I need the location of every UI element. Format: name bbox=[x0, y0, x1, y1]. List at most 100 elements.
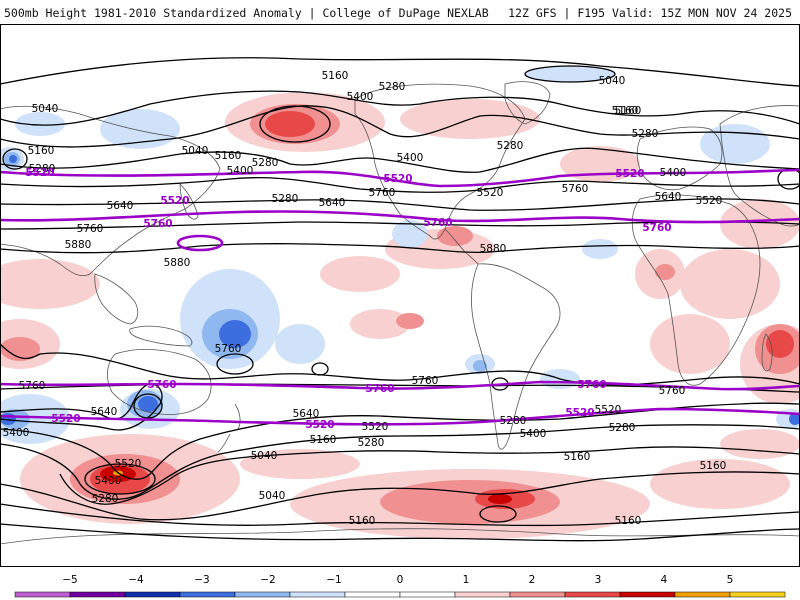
positive-anomaly-area bbox=[0, 337, 40, 361]
contour-label: 5400 bbox=[3, 427, 30, 439]
contour-line bbox=[0, 503, 800, 527]
contour-label: 5880 bbox=[480, 243, 507, 255]
positive-anomaly-area bbox=[650, 459, 790, 509]
purple-contour-label: 5520 bbox=[25, 167, 54, 179]
contour-label: 5280 bbox=[272, 193, 299, 205]
colorbar-swatch bbox=[234, 591, 291, 598]
japan-outline bbox=[179, 183, 199, 220]
negative-anomaly-area bbox=[392, 220, 428, 248]
colorbar-swatch bbox=[14, 591, 71, 598]
contour-label: 5160 bbox=[615, 515, 642, 527]
negative-anomaly-area bbox=[100, 109, 180, 149]
purple-contour-label: 5760 bbox=[423, 217, 452, 229]
closed-contour bbox=[2, 148, 28, 170]
purple-contour-label: 5520 bbox=[565, 407, 594, 419]
contour-label: 5040 bbox=[182, 145, 209, 157]
purple-contour-label: 5760 bbox=[143, 218, 172, 230]
negative-anomaly-area bbox=[473, 360, 487, 372]
colorbar-tick-labels: −5 −4 −3 −2 −1 0 1 2 3 4 5 bbox=[62, 574, 733, 586]
colorbar-swatch bbox=[399, 591, 456, 598]
contour-label: 5160 bbox=[215, 150, 242, 162]
closed-contour bbox=[133, 393, 163, 419]
positive-anomaly-area bbox=[720, 199, 800, 249]
colorbar-swatch bbox=[69, 591, 126, 598]
contour-label: 5640 bbox=[91, 406, 118, 418]
colorbar-tick-label: −3 bbox=[194, 574, 209, 586]
contour-label: 5160 bbox=[612, 105, 639, 117]
antarctica-outline bbox=[0, 528, 800, 567]
contour-label: 5280 bbox=[358, 437, 385, 449]
colorbar-tick-label: 0 bbox=[397, 574, 404, 586]
contour-label: 5640 bbox=[319, 197, 346, 209]
contour-label: 5400 bbox=[660, 167, 687, 179]
contour-label: 5280 bbox=[92, 493, 119, 505]
contour-line bbox=[0, 147, 800, 173]
colorbar: −5 −4 −3 −2 −1 0 1 2 3 4 5 bbox=[14, 574, 786, 598]
purple-contour-5760-south bbox=[0, 380, 800, 391]
contour-label: 5040 bbox=[32, 103, 59, 115]
purple-contour-label: 5520 bbox=[305, 419, 334, 431]
purple-contour-5520-north bbox=[0, 168, 800, 188]
contour-label: 5400 bbox=[347, 91, 374, 103]
contour-label: 5760 bbox=[77, 223, 104, 235]
contour-label: 5760 bbox=[19, 380, 46, 392]
contour-label: 5520 bbox=[477, 187, 504, 199]
negative-anomaly-area bbox=[700, 124, 770, 164]
contour-label: 5640 bbox=[293, 408, 320, 420]
africa-outline bbox=[631, 194, 761, 386]
closed-contour bbox=[216, 353, 254, 375]
colorbar-tick-label: −4 bbox=[128, 574, 144, 586]
colorbar-tick-label: 1 bbox=[463, 574, 470, 586]
colorbar-swatch bbox=[509, 591, 566, 598]
contour-line bbox=[59, 446, 800, 505]
contour-label: 5520 bbox=[696, 195, 723, 207]
contour-line bbox=[0, 105, 800, 148]
contour-label: 5520 bbox=[595, 404, 622, 416]
contour-label: 5400 bbox=[520, 428, 547, 440]
purple-contour-label: 5520 bbox=[160, 195, 189, 207]
contour-label: 5040 bbox=[251, 450, 278, 462]
contour-line bbox=[0, 90, 800, 126]
colorbar-tick-label: −1 bbox=[326, 574, 341, 586]
asia-west-outline bbox=[0, 105, 221, 277]
purple-contour-label: 5760 bbox=[365, 383, 394, 395]
purple-contour-label: 5520 bbox=[51, 413, 80, 425]
contour-labels: 5160 5280 5400 5040 5160 5040 5160 5280 … bbox=[3, 70, 727, 527]
positive-anomaly-area bbox=[396, 313, 424, 329]
australia-outline bbox=[107, 349, 212, 415]
contour-label: 5880 bbox=[65, 239, 92, 251]
southeast-asia-outline bbox=[94, 273, 139, 325]
colorbar-swatch bbox=[454, 591, 511, 598]
madagascar-outline bbox=[761, 333, 773, 372]
positive-anomaly-area bbox=[320, 256, 400, 292]
contour-label: 5880 bbox=[164, 257, 191, 269]
negative-anomaly-area bbox=[15, 112, 65, 136]
positive-anomaly-area bbox=[655, 264, 675, 280]
contour-label: 5760 bbox=[412, 375, 439, 387]
asia-outline bbox=[719, 105, 800, 227]
negative-anomaly-area bbox=[219, 320, 251, 348]
closed-contour bbox=[524, 65, 616, 83]
contour-label: 5280 bbox=[609, 422, 636, 434]
contour-line bbox=[0, 471, 800, 521]
negative-anomaly-area bbox=[9, 155, 17, 163]
colorbar-swatch bbox=[179, 591, 236, 598]
greenland-outline bbox=[504, 81, 551, 125]
contour-label: 5280 bbox=[252, 157, 279, 169]
contour-label: 5040 bbox=[259, 490, 286, 502]
contour-label: 5400 bbox=[95, 475, 122, 487]
colorbar-swatches bbox=[14, 591, 786, 598]
contour-line bbox=[0, 343, 800, 386]
map-title: 500mb Height 1981-2010 Standardized Anom… bbox=[4, 6, 489, 20]
negative-anomaly-area bbox=[275, 324, 325, 364]
contour-label: 5640 bbox=[107, 200, 134, 212]
contour-label: 5520 bbox=[115, 458, 142, 470]
colorbar-tick-label: 5 bbox=[727, 574, 734, 586]
europe-outline bbox=[636, 126, 723, 191]
colorbar-tick-label: 2 bbox=[529, 574, 536, 586]
contour-line bbox=[0, 402, 800, 480]
positive-anomaly-area bbox=[350, 309, 410, 339]
positive-anomaly-area bbox=[488, 494, 512, 504]
colorbar-tick-label: 3 bbox=[595, 574, 602, 586]
contour-line bbox=[0, 57, 800, 87]
